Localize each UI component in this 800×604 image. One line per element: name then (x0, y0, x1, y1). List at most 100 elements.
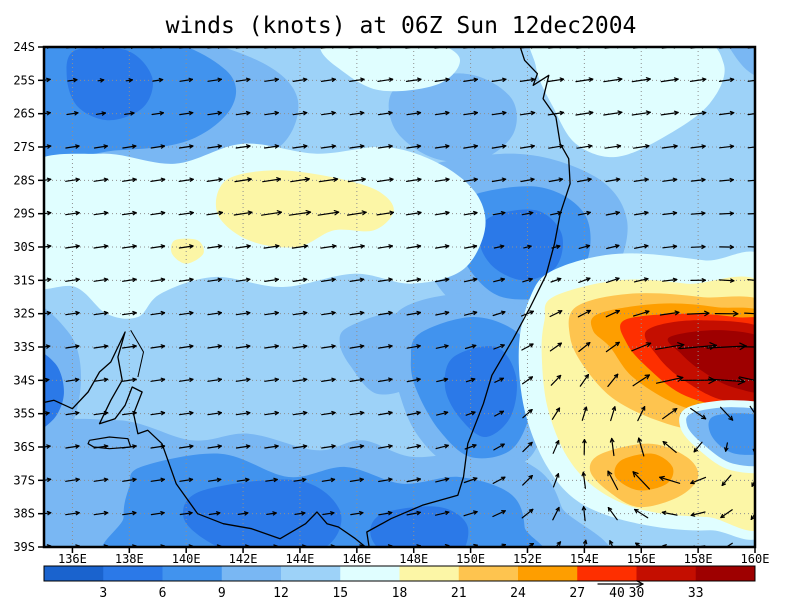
arrow-head (759, 79, 762, 81)
lat-label: 37S (13, 473, 35, 487)
lon-label: 154E (570, 552, 599, 566)
arrow-head (702, 45, 705, 46)
lon-label: 148E (399, 552, 428, 566)
colorbar-label: 21 (451, 586, 467, 600)
arrow-head (660, 477, 665, 478)
lon-label: 142E (229, 552, 258, 566)
lat-label: 30S (13, 240, 35, 254)
arrow-head (694, 448, 695, 451)
chart-title: winds (knots) at 06Z Sun 12dec2004 (166, 13, 637, 39)
arrow-head (588, 375, 589, 379)
colorbar-segment (459, 566, 519, 581)
colorbar-label: 27 (569, 586, 585, 600)
arrow-head (759, 279, 762, 281)
arrow-head (615, 407, 616, 411)
arrow-head (446, 45, 449, 46)
lat-label: 29S (13, 207, 35, 221)
lat-label: 25S (13, 73, 35, 87)
lon-label: 144E (286, 552, 315, 566)
colorbar-segment (637, 566, 697, 581)
arrow-head (418, 45, 421, 46)
arrow-head (663, 442, 667, 443)
arrow-head (759, 213, 762, 215)
arrow-head (759, 112, 762, 113)
arrow-head (766, 344, 772, 347)
colorbar-segment (577, 566, 637, 581)
colorbar-segment (281, 566, 341, 581)
arrow-head (759, 146, 762, 148)
colorbar-label: 12 (273, 586, 289, 600)
lon-label: 136E (58, 552, 87, 566)
arrow-head (759, 45, 762, 46)
colorbar-segment (400, 566, 460, 581)
colorbar-segment (696, 566, 756, 581)
arrow-head (759, 145, 762, 146)
lat-label: 38S (13, 507, 35, 521)
arrow-head (759, 246, 762, 248)
lon-label: 158E (684, 552, 713, 566)
arrow-head (617, 45, 620, 46)
colorbar-segment (44, 566, 104, 581)
contour-fill-layer (0, 13, 782, 579)
arrow-head (674, 45, 677, 46)
colorbar-segment (340, 566, 400, 581)
lat-label: 26S (13, 107, 35, 121)
colorbar-label: 18 (392, 586, 408, 600)
colorbar-label: 24 (510, 586, 526, 600)
colorbar-label: 9 (218, 586, 226, 600)
lat-label: 35S (13, 407, 35, 421)
lon-label: 156E (627, 552, 656, 566)
colorbar-label: 30 (629, 586, 645, 600)
arrow-head (589, 45, 592, 46)
arrow-head (759, 247, 762, 249)
arrow-head (757, 419, 760, 421)
arrow-head (691, 548, 694, 549)
arrow-head (759, 281, 762, 282)
arrow-head (764, 384, 771, 386)
arrow-head (646, 45, 649, 46)
arrow-head (586, 407, 587, 410)
lat-label: 24S (13, 40, 35, 54)
lon-label: 150E (456, 552, 485, 566)
lon-label: 160E (741, 552, 770, 566)
lat-label: 33S (13, 340, 35, 354)
arrow-head (390, 45, 394, 46)
lon-label: 152E (513, 552, 542, 566)
colorbar-segment (518, 566, 578, 581)
reference-arrow-label: 40 (609, 586, 625, 600)
arrow-head (765, 379, 770, 384)
lon-label: 146E (342, 552, 371, 566)
arrow-head (759, 113, 762, 115)
arrow-head (617, 374, 618, 377)
arrow-head (332, 45, 335, 46)
lat-label: 34S (13, 373, 35, 387)
arrow-head (759, 46, 762, 48)
lon-label: 140E (172, 552, 201, 566)
lat-label: 28S (13, 173, 35, 187)
arrow-head (702, 418, 706, 419)
lat-label: 36S (13, 440, 35, 454)
arrow-head (722, 482, 723, 485)
arrow-head (759, 212, 762, 214)
colorbar-label: 33 (688, 586, 704, 600)
lat-label: 27S (13, 140, 35, 154)
colorbar-segment (103, 566, 163, 581)
arrow-head (560, 45, 563, 46)
colorbar-label: 6 (159, 586, 167, 600)
lon-label: 138E (115, 552, 144, 566)
lat-label: 32S (13, 307, 35, 321)
colorbar-label: 3 (99, 586, 107, 600)
colorbar-segment (222, 566, 282, 581)
arrow-head (759, 180, 762, 182)
lat-label: 39S (13, 540, 35, 554)
arrow-head (759, 78, 762, 79)
colorbar-segment (163, 566, 223, 581)
arrow-head (361, 45, 364, 46)
arrow-head (761, 314, 765, 316)
arrow-head (761, 312, 765, 314)
arrow-head (759, 178, 762, 179)
arrow-head (766, 347, 772, 350)
